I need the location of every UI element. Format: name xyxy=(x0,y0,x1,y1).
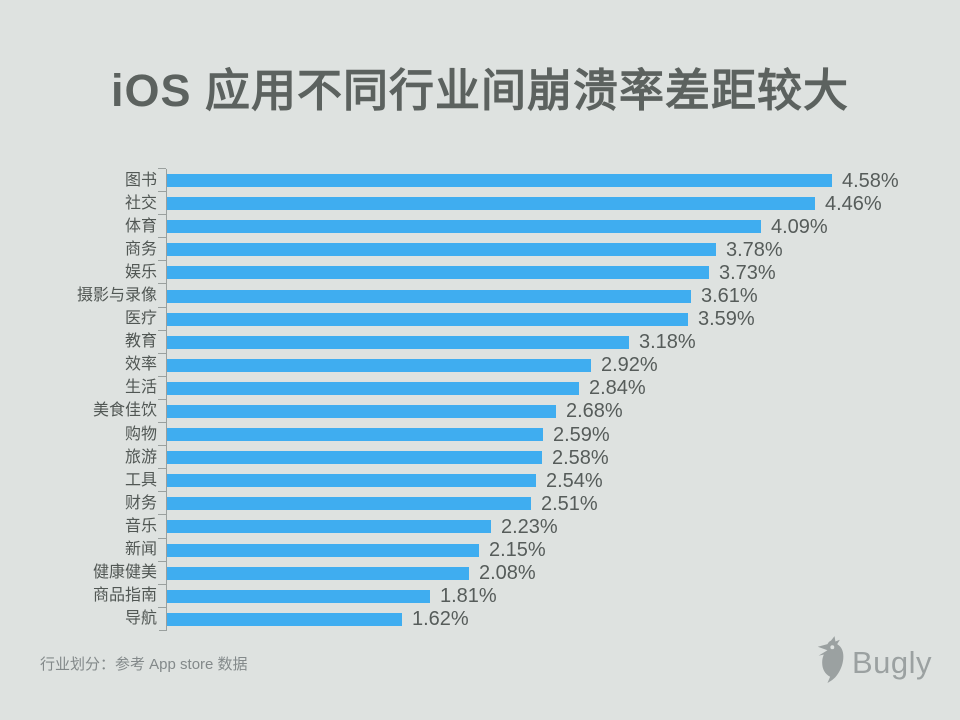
bar xyxy=(167,197,815,211)
bar xyxy=(167,566,469,580)
bar-row: 工具 2.54% xyxy=(125,468,899,492)
bar xyxy=(167,612,402,626)
bar xyxy=(167,520,491,534)
category-label: 生活 xyxy=(124,379,157,397)
category-label: 图书 xyxy=(124,171,157,189)
bar-row: 商务 3.78% xyxy=(125,237,899,261)
bar xyxy=(167,289,691,303)
bugly-bird-icon xyxy=(816,636,846,689)
bar xyxy=(167,404,556,418)
value-label: 2.54% xyxy=(546,469,603,492)
bar-row: 购物 2.59% xyxy=(125,422,899,446)
category-label: 娱乐 xyxy=(124,263,157,281)
bar-row: 新闻 2.15% xyxy=(125,537,899,562)
value-label: 1.81% xyxy=(440,585,497,608)
category-label: 社交 xyxy=(124,194,157,212)
category-label: 医疗 xyxy=(124,310,157,328)
bar-row: 教育 3.18% xyxy=(125,329,899,354)
value-label: 2.08% xyxy=(479,562,536,585)
category-label: 财务 xyxy=(124,494,157,512)
value-label: 4.09% xyxy=(771,215,828,238)
value-label: 3.78% xyxy=(726,238,783,261)
value-label: 2.84% xyxy=(589,377,646,400)
category-label: 新闻 xyxy=(124,541,157,559)
bar xyxy=(167,335,629,349)
bar-row: 商品指南 1.81% xyxy=(93,583,899,608)
bar xyxy=(167,312,688,326)
bar xyxy=(167,266,709,280)
category-label: 体育 xyxy=(124,217,157,235)
bar-row: 健康健美 2.08% xyxy=(93,560,899,585)
category-label: 购物 xyxy=(124,425,157,443)
bar-row: 体育 4.09% xyxy=(125,214,899,238)
value-label: 3.18% xyxy=(639,331,696,354)
category-label: 健康健美 xyxy=(92,564,157,582)
value-label: 1.62% xyxy=(412,608,469,631)
bar-chart-rows: 图书 4.58% 社交 4.46% 体育 4.09% 商务 3.78% 娱乐 3… xyxy=(77,167,899,631)
value-label: 2.15% xyxy=(489,539,546,562)
bar-row: 美食佳饮 2.68% xyxy=(93,398,899,423)
value-label: 2.68% xyxy=(566,400,623,423)
category-label: 商品指南 xyxy=(92,587,157,605)
category-label: 导航 xyxy=(124,610,157,628)
source-note: 行业划分：参考 App store 数据 xyxy=(40,656,248,673)
category-label: 工具 xyxy=(124,471,157,489)
bar-row: 生活 2.84% xyxy=(125,375,899,400)
value-label: 2.23% xyxy=(501,515,558,538)
bar-row: 音乐 2.23% xyxy=(125,514,899,538)
bar xyxy=(167,474,536,488)
value-label: 2.59% xyxy=(553,423,610,446)
bar xyxy=(167,381,579,395)
bar xyxy=(167,497,531,511)
category-label: 商务 xyxy=(124,240,157,258)
bar-row: 社交 4.46% xyxy=(125,191,899,215)
bar-row: 财务 2.51% xyxy=(125,491,899,515)
value-label: 3.61% xyxy=(701,285,758,308)
value-label: 2.51% xyxy=(541,492,598,515)
category-label: 音乐 xyxy=(124,517,157,535)
category-label: 美食佳饮 xyxy=(92,402,157,420)
bar-chart: 图书 4.58% 社交 4.46% 体育 4.09% 商务 3.78% 娱乐 3… xyxy=(77,167,899,631)
value-label: 3.59% xyxy=(698,308,755,331)
bar xyxy=(167,543,479,557)
bar xyxy=(167,220,761,234)
bar-row: 效率 2.92% xyxy=(125,352,899,377)
bar-row: 图书 4.58% xyxy=(125,167,899,192)
category-label: 旅游 xyxy=(124,448,157,466)
bar-row: 医疗 3.59% xyxy=(125,306,899,331)
value-label: 2.92% xyxy=(601,354,658,377)
value-label: 4.58% xyxy=(842,169,899,192)
page-title: iOS 应用不同行业间崩溃率差距较大 xyxy=(110,65,850,116)
bar xyxy=(167,358,591,372)
category-label: 教育 xyxy=(124,333,157,351)
category-label: 效率 xyxy=(124,356,157,374)
bar xyxy=(167,589,430,603)
category-label: 摄影与录像 xyxy=(76,287,157,305)
bar xyxy=(167,174,832,188)
value-label: 3.73% xyxy=(719,261,776,284)
bar-row: 旅游 2.58% xyxy=(125,445,899,469)
bar xyxy=(167,451,542,465)
value-label: 2.58% xyxy=(552,446,609,469)
value-label: 4.46% xyxy=(825,192,882,215)
bugly-logo-text: Bugly xyxy=(851,645,932,680)
bugly-logo: Bugly xyxy=(816,636,932,689)
bar-row: 导航 1.62% xyxy=(125,606,899,631)
bar xyxy=(167,243,716,257)
bar xyxy=(167,428,543,442)
bar-row: 摄影与录像 3.61% xyxy=(77,283,899,308)
bar-row: 娱乐 3.73% xyxy=(125,260,899,284)
